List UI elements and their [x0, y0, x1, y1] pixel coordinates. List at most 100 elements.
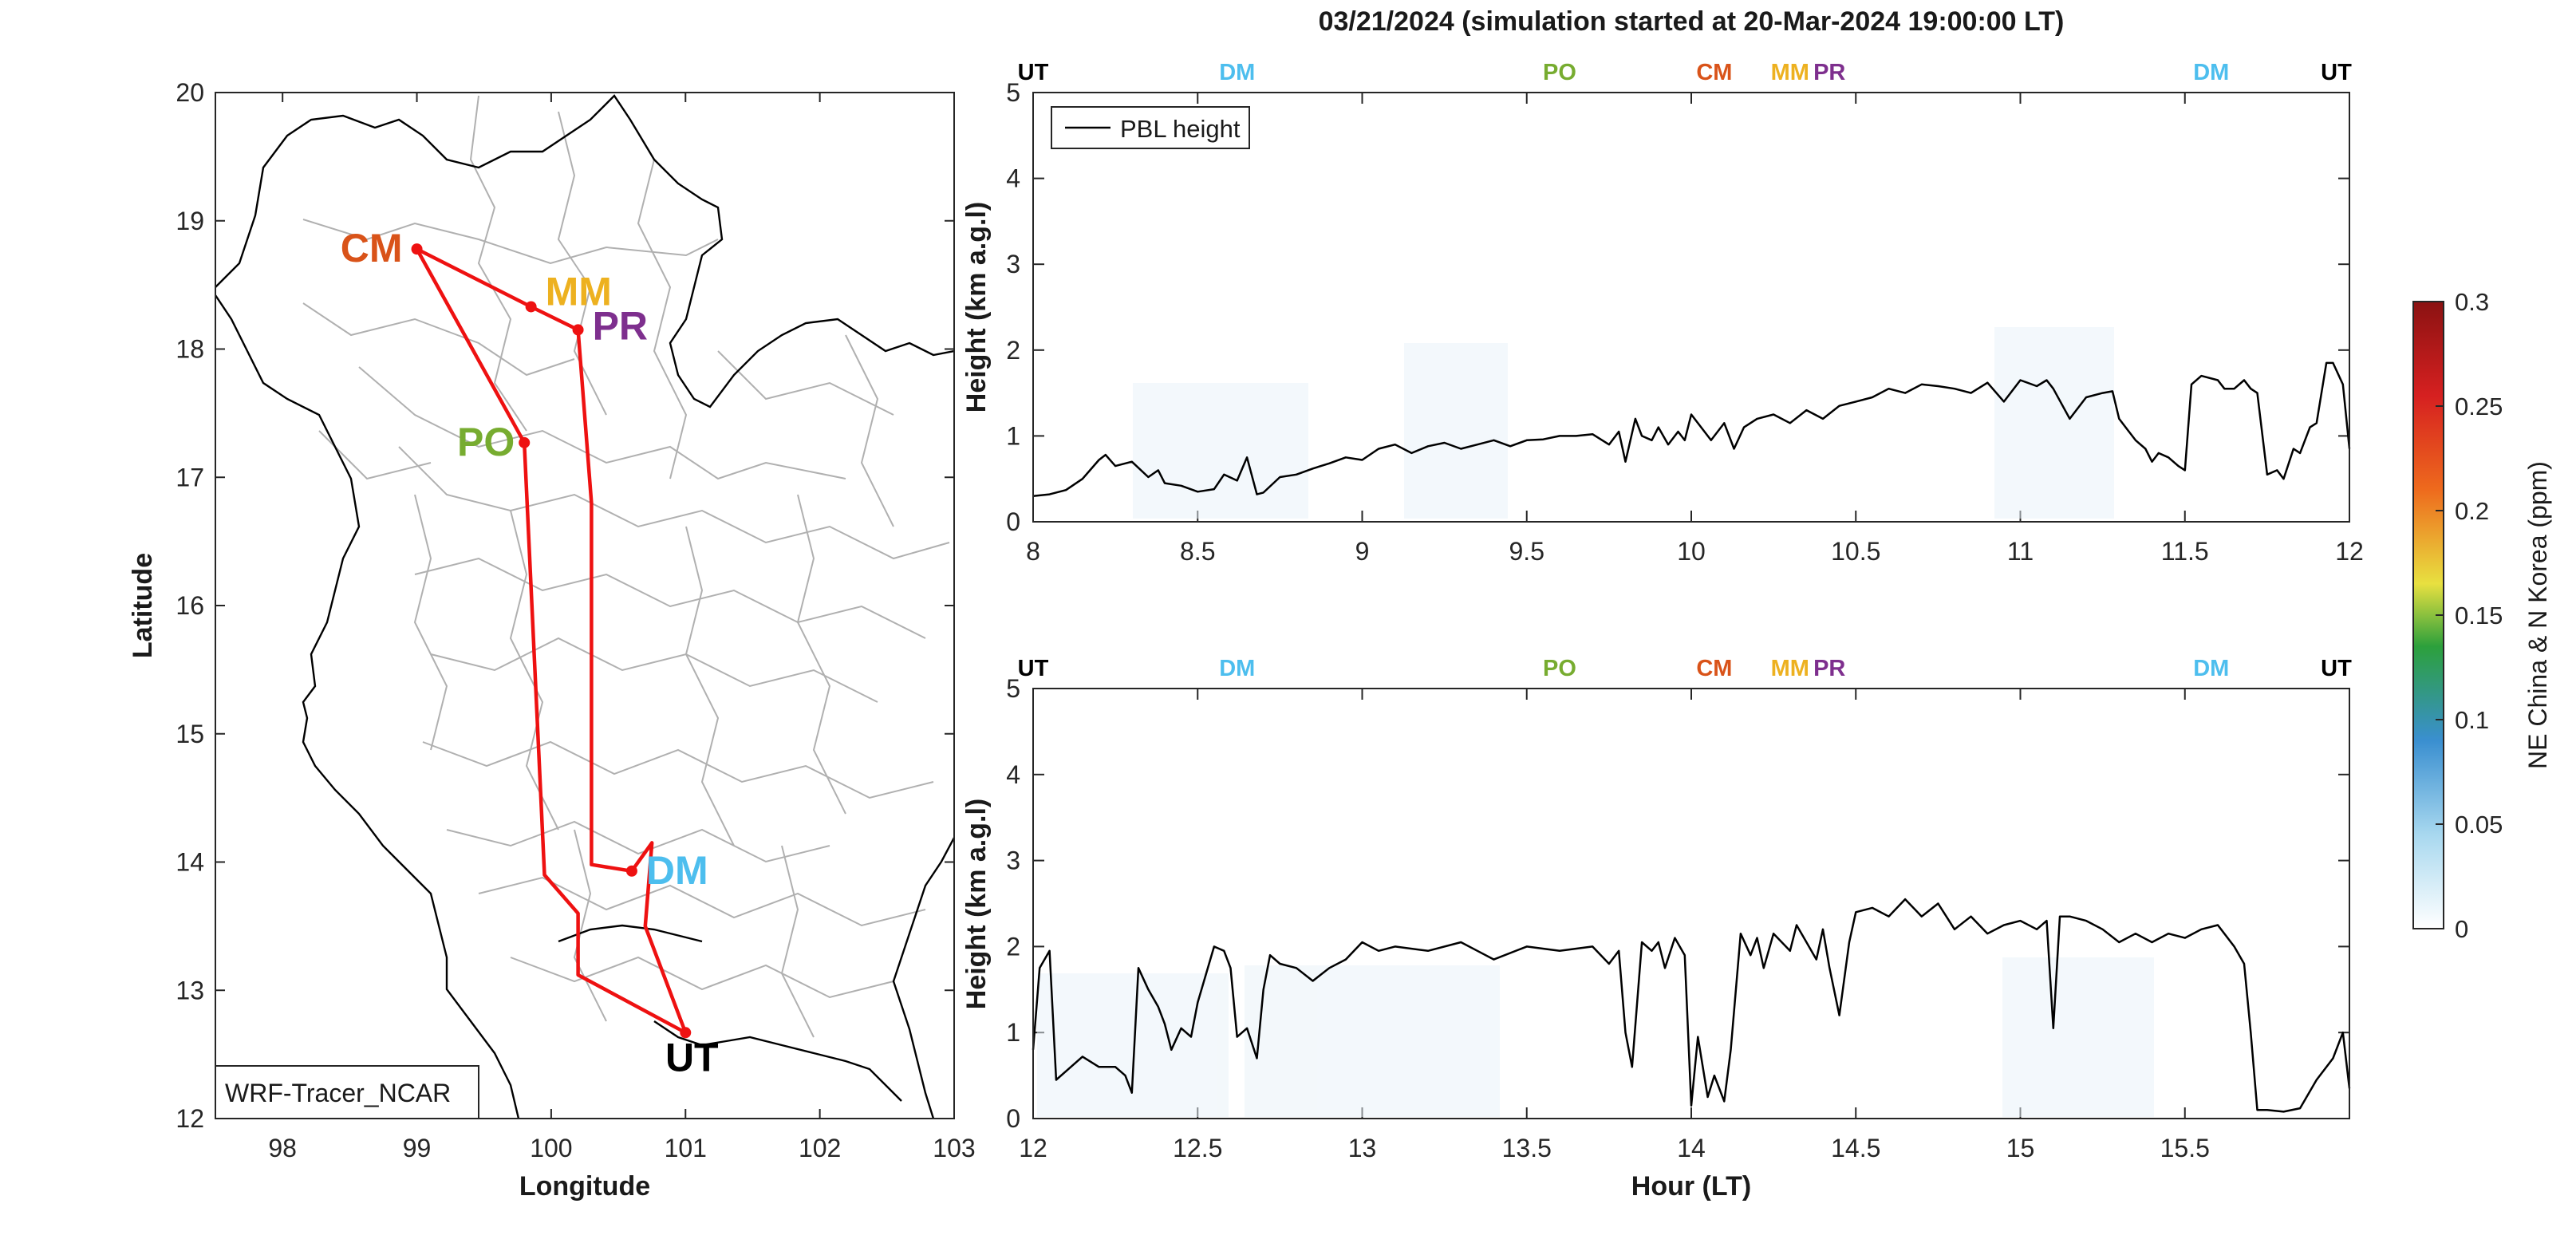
site-dot-dm	[625, 865, 637, 877]
flight-route	[415, 247, 688, 1035]
map-ytick-label: 17	[176, 463, 204, 491]
xtick-label: 13.5	[1502, 1134, 1552, 1162]
ytick-label: 1	[1006, 1018, 1020, 1047]
site-marker-cm: CM	[1696, 60, 1732, 85]
colorbar-ticks: 0 0.05 0.1 0.15 0.2 0.25 0.3	[2436, 288, 2503, 943]
site-marker-pr: PR	[1813, 60, 1845, 85]
site-dot-mm	[525, 301, 537, 313]
site-label-cm: CM	[341, 226, 403, 270]
map-ytick-label: 19	[176, 207, 204, 235]
site-marker-ut: UT	[1018, 60, 1049, 85]
site-marker-mm: MM	[1771, 656, 1809, 681]
bottom-pbl-line	[1032, 898, 2351, 1113]
ytick-label: 3	[1006, 250, 1020, 278]
legend-label: PBL height	[1120, 115, 1241, 143]
ytick-label: 3	[1006, 846, 1020, 875]
ytick-label: 5	[1006, 78, 1020, 107]
xtick-label: 15.5	[2160, 1134, 2210, 1162]
map-ytick-label: 20	[176, 78, 204, 107]
site-marker-mm: MM	[1771, 60, 1809, 85]
xtick-label: 12	[1019, 1134, 1047, 1162]
site-label-mm: MM	[546, 269, 612, 314]
map-xtick-label: 101	[665, 1134, 707, 1162]
xtick-label: 11	[2007, 537, 2034, 566]
top-legend: PBL height	[1051, 106, 1250, 149]
ytick-label: 5	[1006, 674, 1020, 703]
xtick-label: 12.5	[1173, 1134, 1222, 1162]
map-xtick-label: 99	[403, 1134, 432, 1162]
site-marker-dm: DM	[2193, 656, 2229, 681]
xtick-label: 8.5	[1180, 537, 1215, 566]
top-ylabel: Height (km a.g.l)	[961, 202, 992, 412]
bottom-site-markers: UT DM PO CM MM PR DM UT	[1018, 656, 2352, 681]
map-axes-box	[215, 93, 954, 1119]
colorbar-tick-label: 0.1	[2455, 706, 2489, 734]
map-xtick-label: 98	[268, 1134, 297, 1162]
map-ylabel: Latitude	[128, 553, 158, 658]
country-border	[215, 94, 954, 1119]
ytick-label: 2	[1006, 932, 1020, 961]
xtick-label: 12	[2335, 537, 2364, 566]
ytick-label: 0	[1006, 1104, 1020, 1133]
bottom-xlabel: Hour (LT)	[1631, 1171, 1751, 1202]
colorbar-label: NE China & N Korea (ppm)	[2523, 461, 2552, 769]
ytick-label: 4	[1006, 164, 1020, 193]
site-dot-pr	[572, 324, 584, 336]
bottom-ylabel: Height (km a.g.l)	[961, 799, 992, 1009]
site-label-po: PO	[457, 420, 515, 464]
site-marker-pr: PR	[1813, 656, 1845, 681]
colorbar-tick-label: 0.25	[2455, 393, 2503, 420]
map-ytick-label: 12	[176, 1104, 204, 1133]
map-ytick-label: 13	[176, 976, 204, 1004]
site-label-pr: PR	[593, 303, 648, 348]
xtick-label: 9	[1355, 537, 1370, 566]
xtick-label: 14	[1677, 1134, 1706, 1162]
figure-title: 03/21/2024 (simulation started at 20-Mar…	[1319, 6, 2065, 37]
map-xtick-label: 102	[799, 1134, 841, 1162]
colorbar-tick-label: 0.05	[2455, 811, 2503, 839]
site-marker-cm: CM	[1696, 656, 1732, 681]
site-label-ut: UT	[665, 1035, 719, 1079]
bottom-frame	[1032, 688, 2350, 1119]
site-marker-ut: UT	[1018, 656, 1049, 681]
colorbar-tick-label: 0.3	[2455, 288, 2489, 316]
site-marker-po: PO	[1543, 656, 1576, 681]
top-tracer-field	[1133, 327, 2114, 519]
map-xlabel: Longitude	[519, 1171, 650, 1202]
site-dots	[411, 243, 692, 1039]
site-marker-po: PO	[1543, 60, 1576, 85]
site-marker-dm: DM	[2193, 60, 2229, 85]
ytick-label: 0	[1006, 507, 1020, 536]
site-marker-dm: DM	[1219, 60, 1255, 85]
map-ytick-label: 14	[176, 848, 204, 877]
xtick-label: 10.5	[1831, 537, 1880, 566]
site-marker-ut: UT	[2321, 60, 2352, 85]
top-pbl-line	[1032, 361, 2351, 497]
tracer-annotation-text: WRF-Tracer_NCAR	[225, 1079, 451, 1107]
site-marker-dm: DM	[1219, 656, 1255, 681]
tracer-annotation: WRF-Tracer_NCAR	[215, 1065, 479, 1119]
map-ticks: 98 99 100 101 102 103 12 13 14 15 16 17 18 19 20	[176, 78, 975, 1162]
colorbar: 0 0.05 0.1 0.15 0.2 0.25 0.3 NE China & N Kore…	[2412, 288, 2552, 943]
map-ytick-label: 18	[176, 335, 204, 364]
province-boundaries	[302, 95, 950, 1038]
map-xtick-label: 100	[530, 1134, 572, 1162]
map-xtick-label: 103	[933, 1134, 975, 1162]
colorbar-tick-label: 0.15	[2455, 602, 2503, 629]
xtick-label: 15	[2006, 1134, 2035, 1162]
colorbar-tick-label: 0	[2455, 915, 2468, 943]
ytick-label: 1	[1006, 421, 1020, 450]
colorbar-tick-label: 0.2	[2455, 497, 2489, 525]
xtick-label: 14.5	[1831, 1134, 1880, 1162]
site-dot-ut	[680, 1027, 692, 1039]
site-dot-po	[519, 436, 531, 448]
xtick-label: 13	[1348, 1134, 1377, 1162]
xtick-label: 10	[1677, 537, 1706, 566]
xtick-label: 8	[1026, 537, 1040, 566]
